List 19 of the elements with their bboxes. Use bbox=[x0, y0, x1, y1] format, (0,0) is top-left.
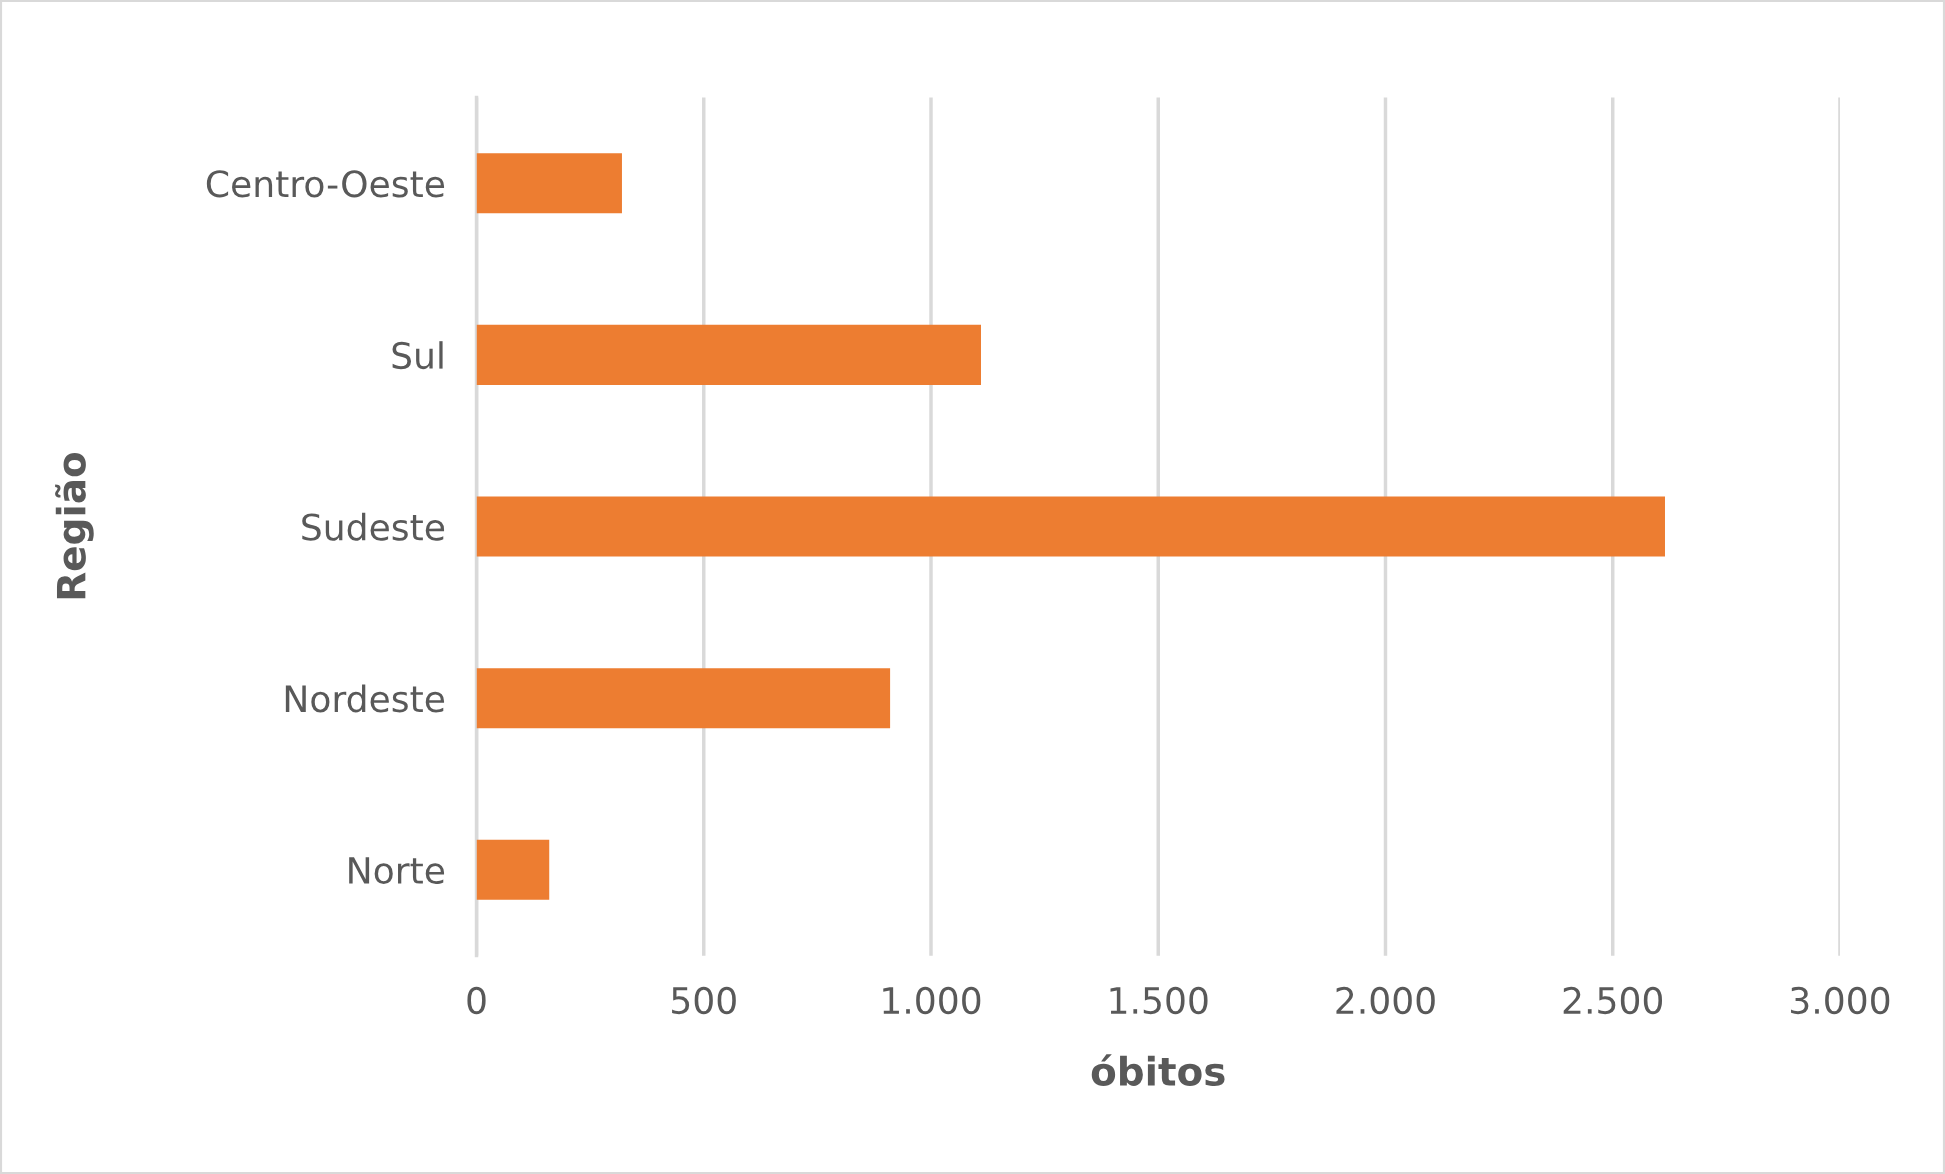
y-tick-label: Nordeste bbox=[285, 684, 445, 713]
y-tick-label: Centro-Oeste bbox=[206, 170, 445, 198]
x-tick-label: 2.000 bbox=[1336, 986, 1435, 1015]
x-tick-label: 500 bbox=[672, 986, 736, 1015]
bar bbox=[476, 153, 622, 214]
x-tick-label: 3.000 bbox=[1791, 986, 1890, 1015]
x-tick-label: 1.500 bbox=[1110, 986, 1208, 1015]
x-tick-label: 2.500 bbox=[1563, 986, 1663, 1015]
x-axis-title: óbitos bbox=[1091, 1054, 1225, 1086]
bar bbox=[476, 496, 1665, 557]
x-tick-label: 1.000 bbox=[883, 986, 981, 1015]
bar bbox=[476, 668, 891, 729]
x-tick-label: 0 bbox=[467, 986, 486, 1015]
y-axis-title: Região bbox=[55, 452, 94, 599]
bar bbox=[476, 324, 981, 385]
y-tick-label: Sudeste bbox=[302, 512, 445, 541]
bar bbox=[476, 839, 550, 900]
y-tick-label: Norte bbox=[349, 857, 445, 885]
y-tick-label: Sul bbox=[392, 341, 443, 370]
